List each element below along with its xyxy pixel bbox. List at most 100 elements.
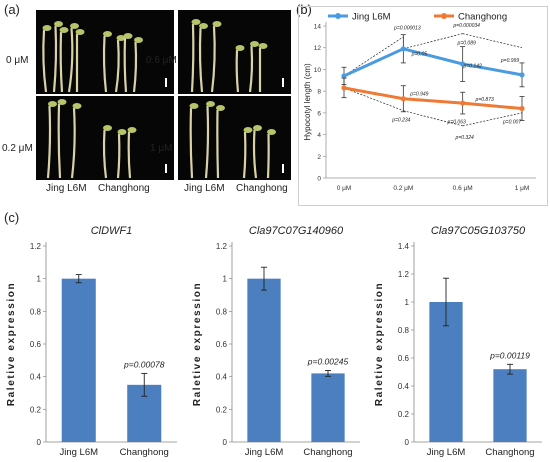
y-axis-label: Raletive expression bbox=[192, 282, 203, 406]
comparison-line bbox=[462, 33, 523, 49]
y-tick-label: 0.6 bbox=[30, 340, 42, 349]
bar-chart-title: Cla97C05G103750 bbox=[431, 225, 526, 237]
y-tick-label: 0.8 bbox=[398, 326, 410, 335]
concentration-label-0um: 0 μM bbox=[6, 55, 29, 66]
hypocotyl-stem bbox=[114, 39, 120, 93]
p-value-annotation: p=0.999 bbox=[500, 58, 519, 64]
hypocotyl-stem bbox=[204, 105, 210, 179]
cotyledon bbox=[116, 35, 126, 41]
seedling-photo-06um bbox=[178, 10, 291, 94]
y-tick-label: 1 bbox=[405, 298, 410, 307]
x-tick-label: 1 μM bbox=[515, 185, 530, 192]
data-point bbox=[460, 61, 466, 67]
hypocotyl-stem bbox=[57, 103, 62, 179]
p-value-annotation: p=0.234 bbox=[391, 118, 410, 124]
y-tick-label: 1.2 bbox=[30, 242, 42, 251]
p-value-annotation: p=0.000034 bbox=[452, 23, 480, 29]
p-value-annotation: p=0.05 bbox=[411, 51, 428, 57]
bar-chart-title: ClDWF1 bbox=[91, 225, 133, 237]
y-tick-label: 0.2 bbox=[30, 405, 42, 414]
cotyledon bbox=[206, 101, 215, 107]
cotyledon bbox=[117, 129, 127, 135]
y-tick-label: 8 bbox=[317, 89, 321, 96]
concentration-label-02um: 0.2 μM bbox=[2, 143, 33, 154]
y-tick-label: 0 bbox=[405, 438, 410, 447]
panel-label-a: (a) bbox=[4, 2, 20, 17]
cotyledon bbox=[103, 31, 112, 37]
hypocotyl-stem bbox=[190, 23, 195, 93]
hypocotyl-stem bbox=[216, 109, 220, 179]
y-tick-label: 0 bbox=[223, 438, 228, 447]
y-tick-label: 0.6 bbox=[216, 340, 228, 349]
cotyledon bbox=[191, 19, 201, 25]
y-tick-label: 0.4 bbox=[216, 373, 228, 382]
p-value-annotation: p=0.089 bbox=[457, 40, 476, 46]
cotyledon bbox=[75, 29, 85, 35]
seedling-photo-02um bbox=[36, 96, 174, 180]
cotyledon bbox=[258, 43, 268, 49]
y-tick-label: 1.4 bbox=[398, 242, 410, 251]
y-tick-label: 10 bbox=[314, 67, 322, 74]
p-value-annotation: p=0.142 bbox=[463, 63, 482, 69]
cotyledon bbox=[72, 103, 82, 109]
hypocotyl-stem bbox=[42, 29, 48, 93]
x-tick-label: Changhong bbox=[120, 447, 169, 458]
data-point bbox=[341, 73, 347, 79]
y-tick-label: 0.8 bbox=[30, 307, 42, 316]
scale-bar bbox=[165, 78, 167, 87]
hypocotyl-line-chart: 0 2 4 6 8 10 12 14 0 μM 0.2 μM 0.6 μM 1 μM Hypocotyl… bbox=[298, 6, 548, 206]
cotyledon bbox=[250, 41, 259, 47]
y-tick-label: 6 bbox=[317, 110, 321, 117]
hypocotyl-stem bbox=[67, 27, 74, 93]
panel-label-b: (b) bbox=[296, 2, 312, 17]
x-tick-label: 0.6 μM bbox=[453, 185, 473, 192]
scale-bar bbox=[282, 78, 284, 87]
scale-bar bbox=[282, 164, 284, 173]
hypocotyl-stem bbox=[248, 45, 254, 93]
cultivar-label-jing-left: Jing L6M bbox=[46, 183, 87, 194]
y-tick-label: 12 bbox=[314, 45, 322, 52]
hypocotyl-stem bbox=[102, 129, 108, 179]
x-tick-label: Jing L6M bbox=[427, 447, 466, 458]
cotyledon bbox=[212, 21, 222, 27]
data-point bbox=[460, 100, 466, 106]
cotyledon bbox=[189, 103, 199, 109]
cotyledon bbox=[243, 127, 253, 133]
cotyledon bbox=[199, 23, 208, 29]
legend-marker bbox=[441, 13, 447, 19]
p-value-annotation: p=0.007 bbox=[502, 120, 521, 126]
legend-label: Jing L6M bbox=[352, 12, 391, 23]
cultivar-label-changhong-left: Changhong bbox=[98, 183, 150, 194]
series-line bbox=[343, 86, 523, 111]
y-tick-label: 0.2 bbox=[216, 405, 228, 414]
hypocotyl-stem bbox=[52, 25, 58, 93]
data-point bbox=[519, 105, 525, 112]
x-tick-label: Jing L6M bbox=[59, 447, 98, 458]
cotyledon bbox=[127, 127, 137, 133]
hypocotyl-stem bbox=[266, 133, 270, 179]
bar-chart-title: Cla97C07G140960 bbox=[249, 225, 344, 237]
hypocotyl-stem bbox=[198, 27, 204, 93]
legend-marker bbox=[335, 13, 341, 19]
hypocotyl-stem bbox=[235, 49, 240, 93]
p-value-annotation: p=0.873 bbox=[475, 97, 494, 103]
p-value-annotation: p=0.000013 bbox=[393, 25, 421, 31]
hypocotyl-stem bbox=[242, 131, 247, 179]
cotyledon bbox=[267, 129, 276, 135]
y-tick-label: 0.2 bbox=[398, 410, 410, 419]
data-point bbox=[400, 46, 406, 52]
hypocotyl-stem bbox=[116, 133, 121, 179]
comparison-line bbox=[403, 33, 463, 50]
bar bbox=[247, 278, 281, 442]
seedling-photo-0um bbox=[36, 10, 174, 94]
series-line bbox=[343, 47, 523, 78]
y-tick-label: 0.4 bbox=[30, 373, 42, 382]
y-tick-label: 1.2 bbox=[216, 242, 228, 251]
chart-frame bbox=[298, 6, 548, 206]
hypocotyl-stem bbox=[210, 25, 216, 93]
y-tick-label: 0.6 bbox=[398, 354, 410, 363]
data-point bbox=[341, 85, 347, 91]
comparison-line bbox=[343, 36, 404, 77]
y-tick-label: 2 bbox=[317, 154, 321, 161]
p-value-annotation: p=0.949 bbox=[409, 91, 428, 97]
